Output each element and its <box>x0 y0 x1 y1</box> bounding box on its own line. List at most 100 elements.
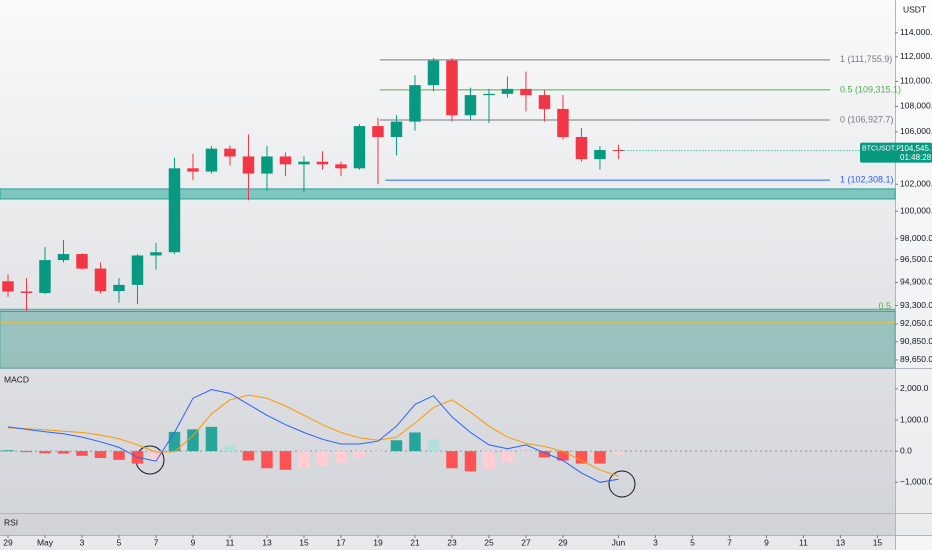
countdown-label: 01:48:28 <box>900 153 932 162</box>
y-tick-label: 92,050.0 <box>900 318 932 328</box>
macd-histogram-bar <box>261 451 273 469</box>
candle-body <box>557 108 569 138</box>
candle-body <box>39 260 51 293</box>
last-price-label: 104,545.3 <box>900 144 932 153</box>
y-tick-label: 96,500.0 <box>900 254 932 264</box>
zone <box>0 308 896 369</box>
x-tick-label: 29 <box>558 537 568 547</box>
x-tick-label: 9 <box>764 537 769 547</box>
last-price-box <box>860 142 932 163</box>
x-tick-label: 13 <box>262 537 272 547</box>
x-tick-label: 15 <box>873 537 883 547</box>
x-tick-label: 5 <box>690 537 695 547</box>
candle-body <box>168 168 181 253</box>
signal-line <box>7 394 619 477</box>
x-tick-label: 17 <box>336 537 346 547</box>
candle-body <box>316 161 329 165</box>
macd-y-tick-label: 1,000.0 <box>900 414 929 424</box>
macd-histogram-bar <box>316 451 329 466</box>
macd-histogram-bar <box>168 431 181 452</box>
macd-histogram-bar <box>390 440 403 452</box>
x-tick-label: 3 <box>80 537 85 547</box>
level-label: 1 (111,755.9) <box>840 54 892 64</box>
candle-body <box>335 164 347 169</box>
macd-histogram-bar <box>20 451 33 453</box>
y-tick-label: 114,000.0 <box>900 27 932 37</box>
x-tick-label: 15 <box>299 537 309 547</box>
candle-body <box>427 60 440 86</box>
macd-histogram-bar <box>464 451 477 472</box>
x-tick-label: 21 <box>410 537 420 547</box>
price-axis-bg <box>895 0 932 550</box>
x-tick-label: 7 <box>154 537 159 547</box>
y-tick-label: 102,000.0 <box>900 178 932 188</box>
level-label: 0 (106,927.7) <box>840 114 894 124</box>
candle-body <box>2 281 14 292</box>
y-tick-label: 110,000.0 <box>900 76 932 86</box>
macd-histogram-bar <box>520 451 532 453</box>
x-tick-label: 13 <box>836 537 846 547</box>
candle-body <box>279 156 292 165</box>
macd-histogram-bar <box>538 451 551 458</box>
macd-histogram-bar <box>409 432 421 452</box>
candle-body <box>538 95 551 109</box>
candle-body <box>224 148 236 157</box>
candle-body <box>575 137 588 160</box>
x-tick-label: 25 <box>484 537 494 547</box>
x-tick-label: 19 <box>373 537 383 547</box>
annotation-circle <box>608 470 636 498</box>
macd-histogram-bar <box>501 451 514 463</box>
candle-body <box>353 126 366 169</box>
candle-body <box>483 93 495 96</box>
candle-body <box>94 268 107 292</box>
x-tick-label: Jun <box>612 537 626 547</box>
x-tick-label: 27 <box>521 537 531 547</box>
macd-title: MACD <box>4 374 29 384</box>
macd-histogram-bar <box>575 451 588 464</box>
macd-y-tick-label: −1,000.0 <box>900 477 932 487</box>
x-tick-label: 7 <box>727 537 732 547</box>
candle-body <box>242 156 255 174</box>
macd-histogram-bar <box>353 451 366 458</box>
x-tick-label: 5 <box>117 537 122 547</box>
macd-histogram-bar <box>224 444 236 452</box>
candle-body <box>187 168 199 172</box>
currency-label: USDT <box>903 4 926 14</box>
y-tick-label: 108,000.0 <box>900 101 932 111</box>
x-tick-label: 11 <box>226 537 235 547</box>
macd-y-tick-label: 0.0 <box>900 445 912 455</box>
macd-histogram-bar <box>242 451 255 461</box>
level-label: 1 (102,308.1) <box>840 174 894 184</box>
y-tick-label: 90,850.0 <box>900 336 932 346</box>
macd-histogram-bar <box>2 450 14 452</box>
candle-body <box>446 60 458 116</box>
macd-histogram-bar <box>94 451 107 459</box>
candle-body <box>205 148 218 172</box>
rsi-title: RSI <box>4 517 18 527</box>
candle-body <box>409 85 421 122</box>
macd-histogram-bar <box>372 451 384 453</box>
candle-body <box>150 252 162 256</box>
x-tick-label: 11 <box>799 537 808 547</box>
macd-histogram-bar <box>279 451 292 470</box>
y-tick-label: 106,000.0 <box>900 126 932 136</box>
macd-line <box>7 388 619 483</box>
macd-histogram-bar <box>594 451 606 464</box>
candle-body <box>520 88 532 96</box>
candle-body <box>76 254 88 269</box>
candle-body <box>501 88 514 94</box>
macd-histogram-bar <box>76 451 88 456</box>
macd-histogram-bar <box>483 451 495 470</box>
y-tick-label: 98,000.0 <box>900 233 932 243</box>
macd-histogram-bar <box>335 451 347 463</box>
macd-histogram-bar <box>187 429 199 452</box>
level-label: 0.5 <box>878 301 891 311</box>
x-tick-label: 29 <box>3 537 13 547</box>
x-tick-label: May <box>37 537 54 547</box>
y-tick-label: 93,300.0 <box>900 300 932 310</box>
macd-histogram-bar <box>113 451 125 460</box>
candle-body <box>464 95 477 116</box>
macd-y-tick-label: 2,000.0 <box>900 383 929 393</box>
